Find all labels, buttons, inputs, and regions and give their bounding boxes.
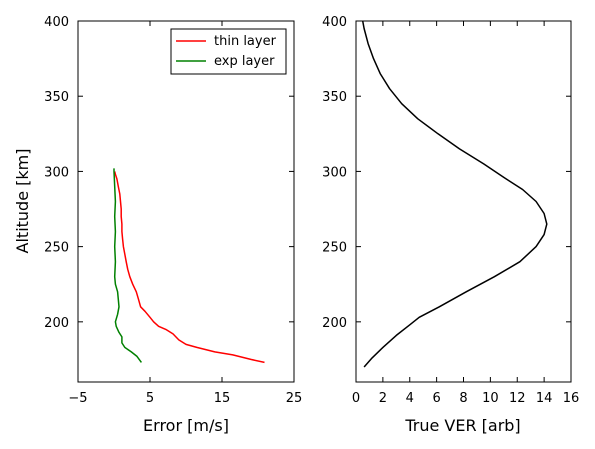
y-tick-label: 350 (322, 90, 347, 105)
error-y-axis-label: Altitude [km] (13, 149, 32, 254)
y-tick-label: 250 (44, 241, 69, 256)
series-line-1-0 (361, 20, 548, 368)
x-tick-label: 6 (432, 391, 440, 406)
x-tick-label: −5 (68, 391, 87, 406)
ver-plot-frame (355, 20, 572, 383)
ver-x-axis-label: True VER [arb] (404, 416, 520, 435)
series-line-exp-layer (113, 168, 143, 363)
series-line-thin-layer (113, 171, 265, 364)
x-tick-label: 12 (509, 391, 526, 406)
x-tick-label: 15 (214, 391, 231, 406)
x-tick-label: 14 (536, 391, 553, 406)
error-panel: −5 5 15 25 200 250 300 350 400 Error [m/s] Altit… (13, 15, 302, 435)
x-tick-label: 16 (563, 391, 580, 406)
x-tick-label: 25 (286, 391, 303, 406)
y-tick-label: 400 (44, 15, 69, 30)
legend: thin layer exp layer (170, 28, 287, 75)
x-tick-label: 4 (406, 391, 414, 406)
legend-box (170, 28, 287, 75)
y-tick-label: 400 (322, 15, 347, 30)
y-tick-label: 250 (322, 241, 347, 256)
x-tick-label: 5 (146, 391, 154, 406)
legend-label-exp-layer: exp layer (214, 54, 275, 69)
error-plot-frame (77, 20, 295, 383)
y-tick-label: 300 (322, 165, 347, 180)
x-tick-label: 0 (352, 391, 360, 406)
y-tick-label: 350 (44, 90, 69, 105)
ver-panel: 0 2 4 6 8 10 12 14 16 200 250 300 350 400 True VER [a… (322, 15, 579, 435)
legend-label-thin-layer: thin layer (214, 34, 277, 49)
x-tick-label: 8 (459, 391, 467, 406)
x-tick-label: 10 (482, 391, 499, 406)
error-x-axis-label: Error [m/s] (143, 416, 229, 435)
y-tick-label: 200 (322, 316, 347, 331)
y-tick-label: 200 (44, 316, 69, 331)
x-tick-label: 2 (379, 391, 387, 406)
y-tick-label: 300 (44, 165, 69, 180)
